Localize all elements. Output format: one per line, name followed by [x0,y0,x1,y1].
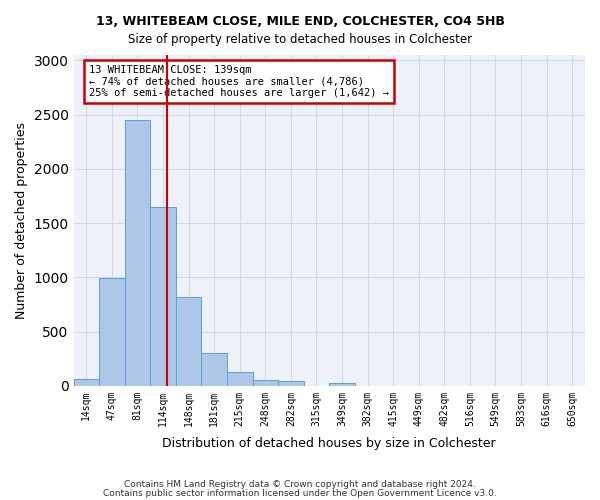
Text: 13 WHITEBEAM CLOSE: 139sqm
← 74% of detached houses are smaller (4,786)
25% of s: 13 WHITEBEAM CLOSE: 139sqm ← 74% of deta… [89,65,389,98]
Bar [227,372,253,386]
X-axis label: Distribution of detached houses by size in Colchester: Distribution of detached houses by size … [163,437,496,450]
Y-axis label: Number of detached properties: Number of detached properties [15,122,28,319]
Bar [125,120,150,386]
Bar [74,380,99,386]
Bar [278,381,304,386]
Bar [150,207,176,386]
Bar [202,353,227,386]
Bar [99,278,125,386]
Text: Contains public sector information licensed under the Open Government Licence v3: Contains public sector information licen… [103,488,497,498]
Bar [176,297,202,386]
Text: Size of property relative to detached houses in Colchester: Size of property relative to detached ho… [128,32,472,46]
Bar [253,380,278,386]
Text: Contains HM Land Registry data © Crown copyright and database right 2024.: Contains HM Land Registry data © Crown c… [124,480,476,489]
Text: 13, WHITEBEAM CLOSE, MILE END, COLCHESTER, CO4 5HB: 13, WHITEBEAM CLOSE, MILE END, COLCHESTE… [95,15,505,28]
Bar [329,382,355,386]
